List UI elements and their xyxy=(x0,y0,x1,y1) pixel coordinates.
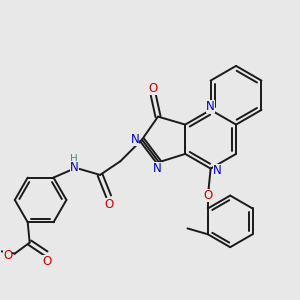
Text: N: N xyxy=(130,133,139,146)
Text: O: O xyxy=(105,198,114,211)
Text: O: O xyxy=(149,82,158,94)
Text: N: N xyxy=(153,161,162,175)
Text: N: N xyxy=(213,164,222,177)
Text: N: N xyxy=(70,160,79,174)
Text: O: O xyxy=(42,255,52,268)
Text: O: O xyxy=(3,249,12,262)
Text: H: H xyxy=(70,154,77,164)
Text: N: N xyxy=(206,100,215,113)
Text: O: O xyxy=(203,190,212,202)
